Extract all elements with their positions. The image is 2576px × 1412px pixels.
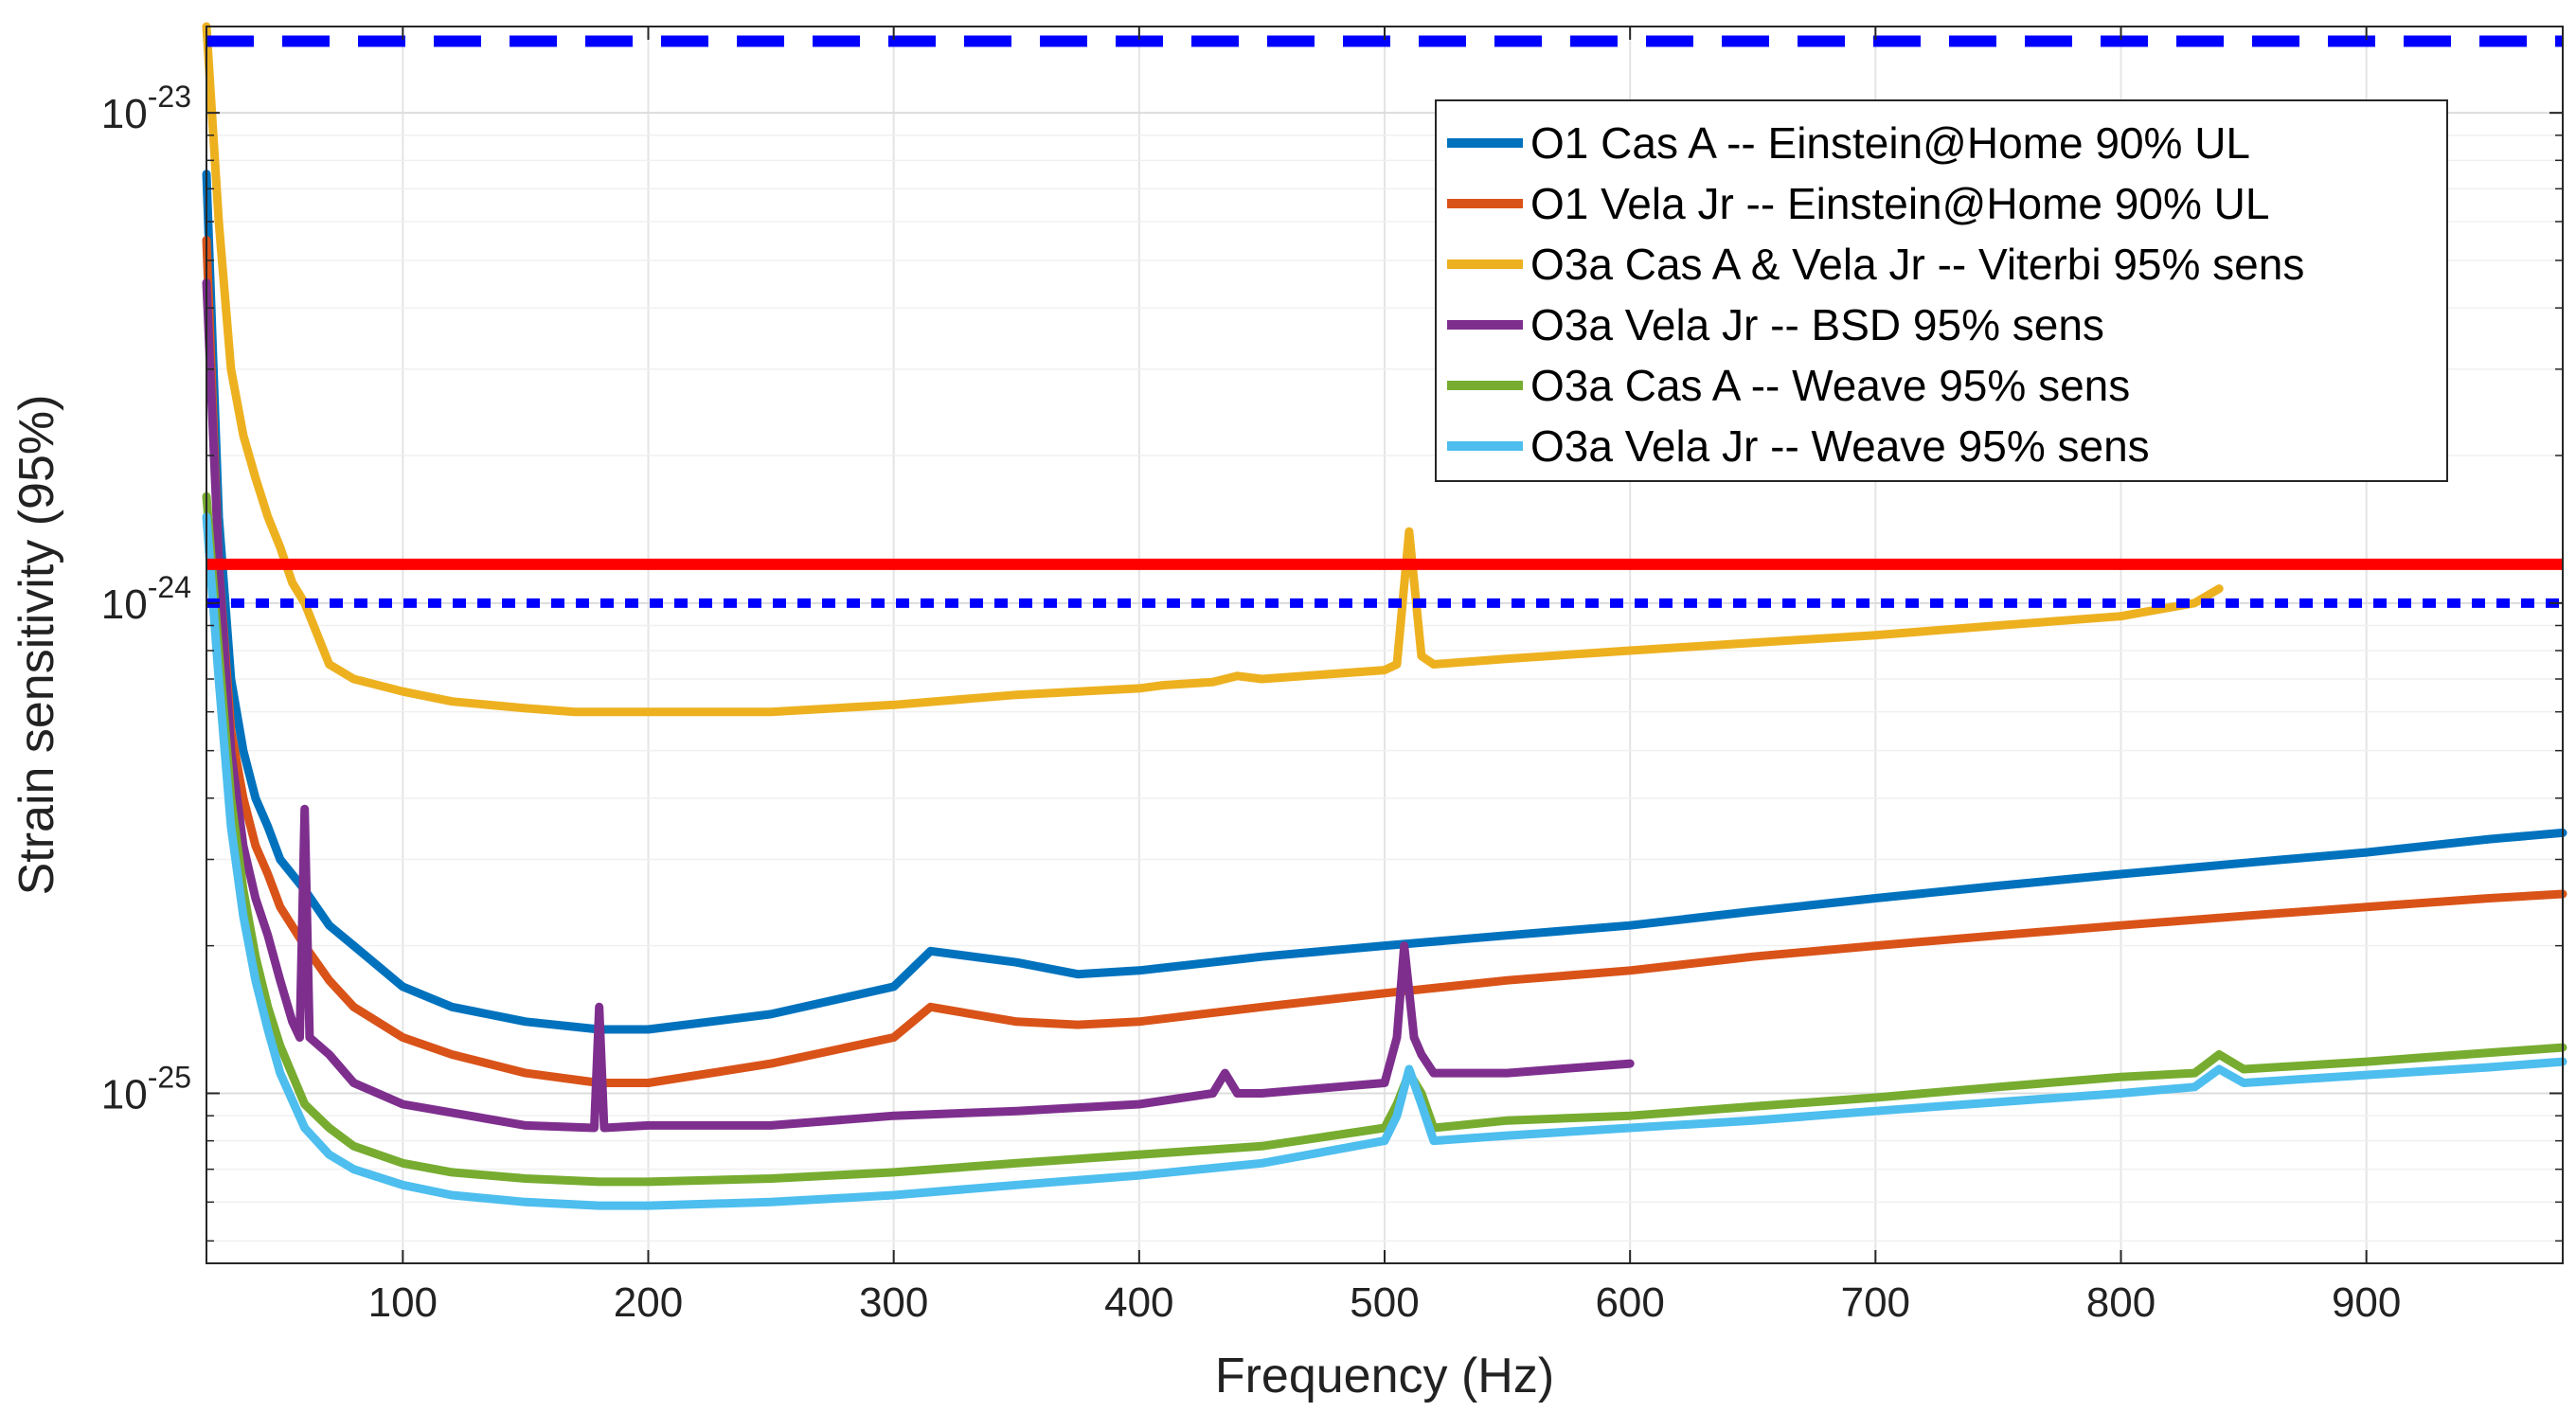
series-lines: [202, 22, 2567, 1210]
series-line-3: [202, 22, 2224, 717]
x-tick-label: 900: [2332, 1279, 2401, 1326]
x-tick-label: 500: [1350, 1279, 1419, 1326]
legend-entry: O3a Cas A -- Weave 95% sens: [1530, 361, 2130, 410]
x-tick-label: 600: [1595, 1279, 1664, 1326]
y-axis-label: Strain sensitivity (95%): [9, 395, 64, 896]
legend-entry: O1 Cas A -- Einstein@Home 90% UL: [1530, 118, 2250, 168]
legend-box: [1435, 99, 2448, 482]
series-line-2: [202, 236, 2567, 1087]
x-axis-label: Frequency (Hz): [1215, 1349, 1554, 1403]
series-line-1: [202, 170, 2567, 1034]
series-line-6: [202, 512, 2567, 1210]
y-tick-label: 10-24: [101, 570, 191, 628]
legend-entry: O3a Vela Jr -- BSD 95% sens: [1530, 300, 2104, 349]
x-tick-label: 300: [859, 1279, 928, 1326]
legend-entry: O3a Cas A & Vela Jr -- Viterbi 95% sens: [1530, 240, 2304, 289]
x-tick-label: 700: [1841, 1279, 1910, 1326]
tick-labels: 100 200 300 400 500 600 700 800 900 10-25 10-24 10-…: [101, 80, 2402, 1326]
reference-lines: [206, 35, 2563, 608]
legend: O1 Cas A -- Einstein@Home 90% UL O1 Vela …: [1435, 99, 2448, 482]
ticks: [206, 27, 2563, 1263]
x-tick-label: 400: [1104, 1279, 1173, 1326]
x-tick-label: 100: [368, 1279, 438, 1326]
series-line-5: [202, 492, 2567, 1187]
x-tick-label: 800: [2086, 1279, 2156, 1326]
x-tick-label: 200: [614, 1279, 683, 1326]
legend-entry: O1 Vela Jr -- Einstein@Home 90% UL: [1530, 179, 2269, 228]
series-line-4: [202, 278, 1635, 1133]
legend-entry: O3a Vela Jr -- Weave 95% sens: [1530, 421, 2150, 471]
y-tick-label: 10-25: [101, 1060, 191, 1117]
y-tick-label: 10-23: [101, 80, 191, 137]
